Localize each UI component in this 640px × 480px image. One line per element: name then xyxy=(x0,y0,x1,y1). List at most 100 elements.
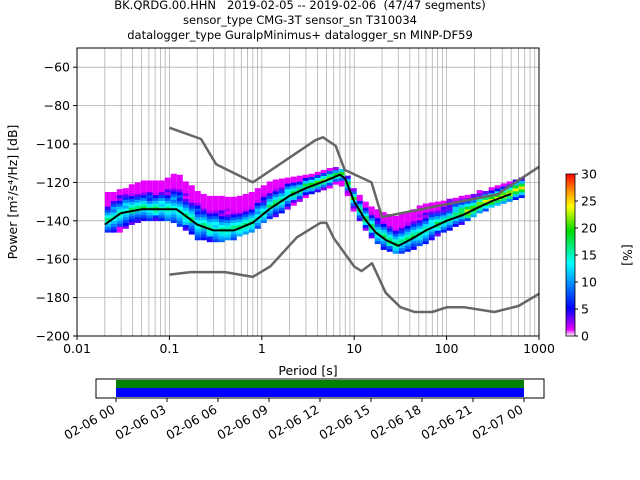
heatmap-cell xyxy=(176,194,183,199)
heatmap-cell xyxy=(176,200,183,204)
heatmap-cell xyxy=(194,211,201,215)
heatmap-cell xyxy=(440,212,447,216)
heatmap-cell xyxy=(230,202,237,206)
heatmap-cell xyxy=(128,192,135,197)
heatmap-cell xyxy=(140,215,147,219)
heatmap-cell xyxy=(410,246,417,250)
heatmap-cell xyxy=(362,207,369,211)
heatmap-cell xyxy=(272,182,279,186)
heatmap-cell xyxy=(362,210,369,214)
heatmap-cell xyxy=(212,233,219,237)
heatmap-cell xyxy=(482,199,489,203)
heatmap-cell xyxy=(248,192,255,196)
heatmap-cell xyxy=(128,216,135,220)
heatmap-cell xyxy=(140,212,147,216)
heatmap-cell xyxy=(212,227,219,231)
heatmap-cell xyxy=(134,196,141,200)
heatmap-cell xyxy=(236,216,243,220)
heatmap-cell xyxy=(458,210,465,214)
heatmap-cell xyxy=(164,200,171,204)
heatmap-cell xyxy=(134,219,141,224)
heatmap-cell xyxy=(206,204,213,208)
heatmap-cell xyxy=(374,212,381,216)
heatmap-cell xyxy=(200,193,207,198)
heatmap-cell xyxy=(140,203,147,207)
heatmap-cell xyxy=(248,229,255,233)
heatmap-cell xyxy=(116,200,123,204)
heatmap-cell xyxy=(440,215,447,219)
heatmap-cell xyxy=(284,203,291,207)
heatmap-cell xyxy=(428,208,435,212)
heatmap-cell xyxy=(494,202,501,206)
heatmap-cell xyxy=(230,211,237,215)
heatmap-cell xyxy=(110,200,117,204)
heatmap-cell xyxy=(338,180,345,184)
heatmap-cell xyxy=(194,234,201,238)
heatmap-cell xyxy=(194,208,201,212)
heatmap-cell xyxy=(230,199,237,203)
heatmap-cell xyxy=(206,218,213,223)
heatmap-cell xyxy=(296,192,303,197)
heatmap-cell xyxy=(182,224,189,228)
heatmap-cell xyxy=(518,183,525,187)
heatmap-cell xyxy=(110,229,117,233)
heatmap-cell xyxy=(122,214,129,218)
heatmap-cell xyxy=(320,172,327,176)
heatmap-cell xyxy=(164,177,171,181)
heatmap-cell xyxy=(374,235,381,239)
heatmap-cell xyxy=(224,196,231,200)
heatmap-cell xyxy=(374,229,381,233)
heatmap-cell xyxy=(422,238,429,242)
heatmap-cell xyxy=(416,228,423,232)
heatmap-cell xyxy=(122,202,129,206)
heatmap-cell xyxy=(116,206,123,210)
heatmap-cell xyxy=(260,219,267,224)
heatmap-cell xyxy=(116,189,123,193)
heatmap-cell xyxy=(164,209,171,213)
heatmap-cell xyxy=(386,228,393,232)
heatmap-cell xyxy=(416,240,423,244)
heatmap-cell xyxy=(182,201,189,205)
heatmap-cell xyxy=(380,235,387,239)
colorbar-tick-label: 5 xyxy=(581,302,589,317)
heatmap-cell xyxy=(362,224,369,228)
heatmap-cell xyxy=(314,189,321,193)
heatmap-cell xyxy=(278,187,285,191)
heatmap-cell xyxy=(188,225,195,229)
heatmap-cell xyxy=(260,205,267,209)
heatmap-cell xyxy=(194,214,201,218)
heatmap-cell xyxy=(218,207,225,211)
heatmap-cell xyxy=(512,191,519,195)
heatmap-cell xyxy=(212,207,219,211)
heatmap-cell xyxy=(458,204,465,208)
heatmap-cell xyxy=(470,214,477,218)
heatmap-cell xyxy=(158,212,165,216)
heatmap-cell xyxy=(170,219,177,224)
heatmap-cell xyxy=(368,215,375,219)
heatmap-cell xyxy=(398,230,405,234)
heatmap-cell xyxy=(248,200,255,204)
heatmap-cell xyxy=(140,217,147,222)
heatmap-cell xyxy=(152,194,159,199)
heatmap-cell xyxy=(260,216,267,221)
heatmap-cell xyxy=(188,216,195,221)
heatmap-cell xyxy=(122,193,129,198)
x-tick-label: 1000 xyxy=(523,341,555,356)
heatmap-cell xyxy=(434,207,441,211)
heatmap-cell xyxy=(332,178,339,182)
heatmap-cell xyxy=(158,215,165,219)
heatmap-cell xyxy=(278,178,285,182)
heatmap-cell xyxy=(254,188,261,192)
heatmap-cell xyxy=(104,209,111,213)
heatmap-cell xyxy=(380,220,387,224)
heatmap-cell xyxy=(110,220,117,224)
heatmap-cell xyxy=(320,169,327,174)
heatmap-cell xyxy=(236,224,243,228)
heatmap-cell xyxy=(398,216,405,220)
y-axis-label: Power [m²/s⁴/Hz] [dB] xyxy=(5,125,20,260)
heatmap-cell xyxy=(272,214,279,218)
heatmap-cell xyxy=(224,202,231,206)
heatmap-cell xyxy=(380,232,387,236)
heatmap-cell xyxy=(368,212,375,216)
